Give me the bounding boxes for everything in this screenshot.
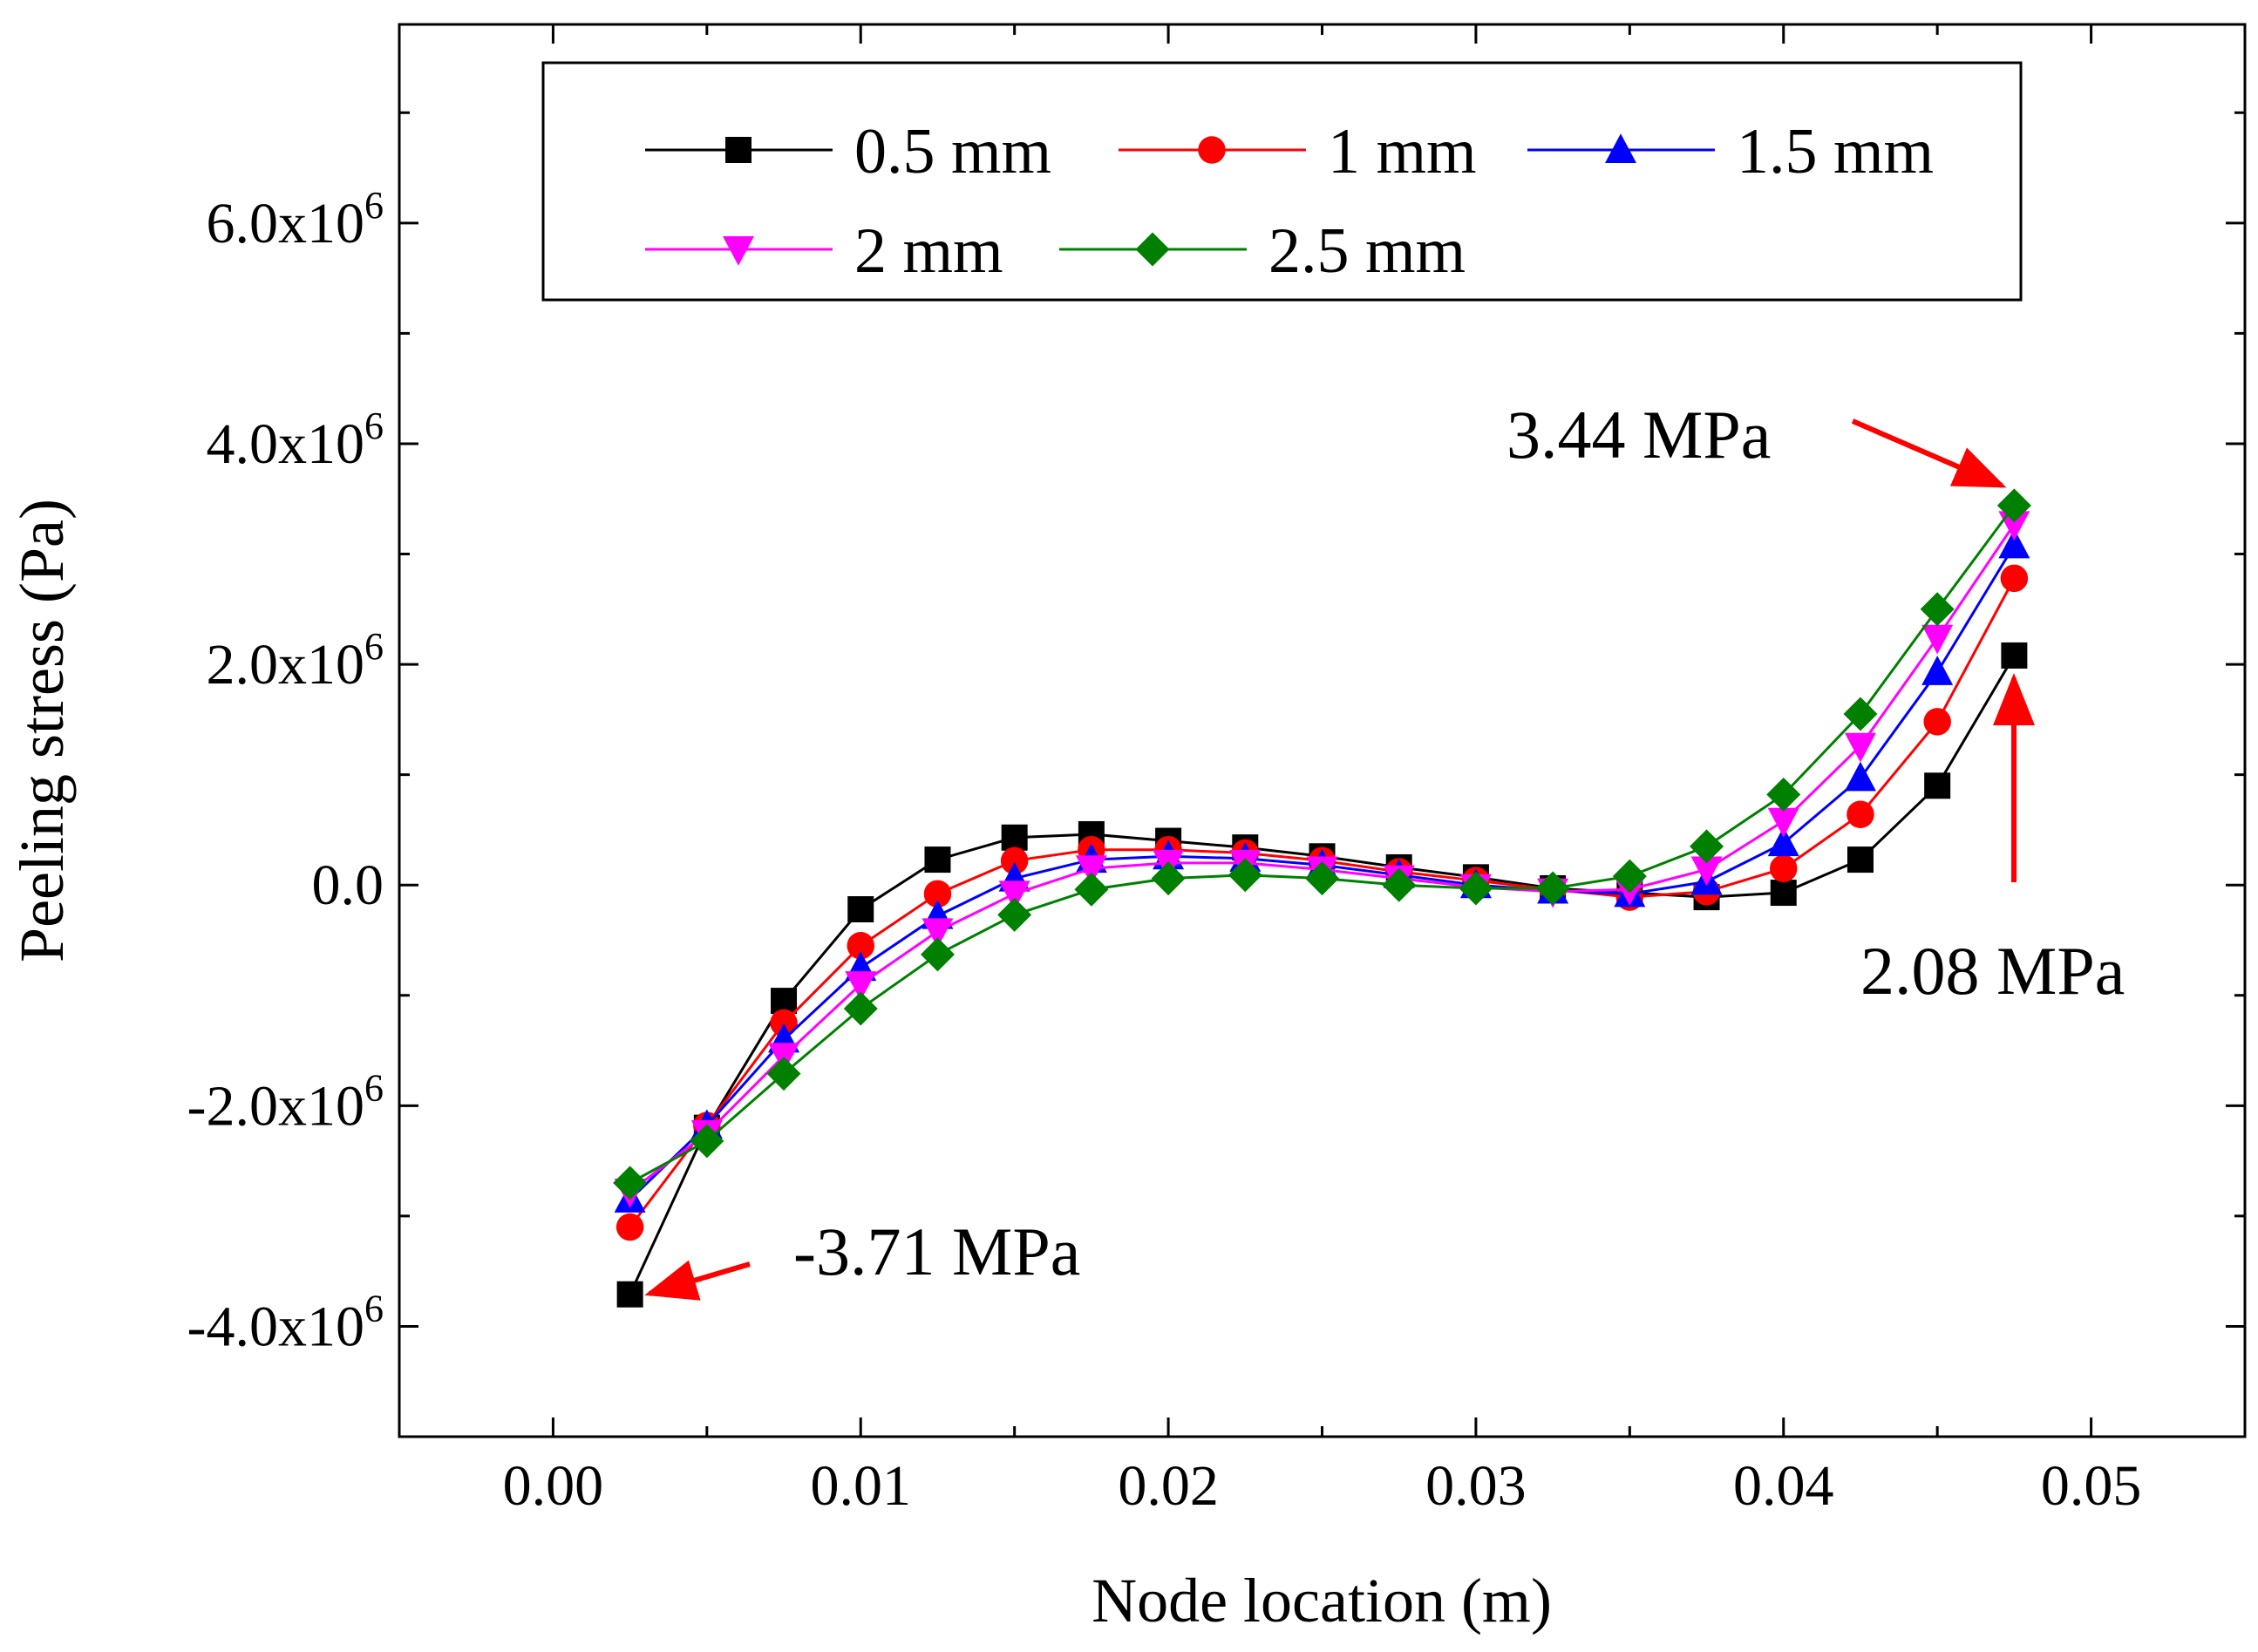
data-point bbox=[923, 880, 952, 908]
data-point bbox=[616, 1213, 644, 1241]
data-point bbox=[847, 896, 874, 923]
data-point bbox=[924, 846, 951, 874]
y-tick-label: 4.0x106 bbox=[207, 405, 384, 476]
data-point bbox=[843, 991, 878, 1026]
data-point bbox=[847, 932, 874, 960]
data-point bbox=[1001, 824, 1028, 851]
series-line bbox=[629, 577, 2016, 1228]
legend-label: 0.5 mm bbox=[854, 116, 1051, 187]
data-point bbox=[766, 1057, 801, 1091]
data-point bbox=[770, 1009, 798, 1037]
data-point bbox=[1844, 732, 1876, 763]
legend-swatch-marker bbox=[1198, 136, 1226, 164]
data-point bbox=[998, 880, 1030, 911]
y-tick-label: -2.0x106 bbox=[187, 1066, 384, 1138]
data-point bbox=[1998, 528, 2030, 559]
x-tick-label: 0.03 bbox=[1425, 1454, 1527, 1518]
y-tick-label: 6.0x106 bbox=[207, 184, 384, 255]
y-tick-label: 2.0x106 bbox=[207, 625, 384, 697]
data-point bbox=[1382, 867, 1417, 902]
data-point bbox=[1000, 846, 1029, 875]
data-point bbox=[1612, 859, 1647, 894]
data-point bbox=[613, 1166, 648, 1200]
data-point bbox=[1920, 592, 1955, 627]
annotation-label: 3.44 MPa bbox=[1506, 397, 1771, 472]
data-point bbox=[1690, 856, 1723, 887]
legend-swatch-marker bbox=[725, 137, 752, 163]
data-point bbox=[1228, 858, 1262, 893]
annotation: -3.71 MPa bbox=[644, 1214, 1080, 1301]
data-point bbox=[1075, 855, 1107, 885]
data-point bbox=[2000, 564, 2029, 593]
legend-swatch-marker bbox=[723, 236, 754, 266]
data-point bbox=[1844, 761, 1876, 792]
legend-entry: 0.5 mm bbox=[645, 116, 1051, 187]
data-point bbox=[1921, 656, 1954, 685]
y-tick-label: 0.0 bbox=[312, 853, 384, 917]
legend-entry: 1 mm bbox=[1119, 116, 1477, 187]
y-tick-label: -4.0x106 bbox=[187, 1287, 384, 1358]
data-point bbox=[1924, 772, 1951, 799]
data-point bbox=[616, 1281, 643, 1308]
legend-entry: 2.5 mm bbox=[1059, 215, 1466, 287]
data-point bbox=[1766, 777, 1801, 812]
legend-entry: 2 mm bbox=[645, 215, 1003, 287]
data-point bbox=[1535, 871, 1570, 906]
annotation-arrow bbox=[644, 1260, 751, 1301]
annotation-arrow bbox=[1851, 418, 2007, 488]
legend: 0.5 mm 1 mm 1.5 mm 2 mm 2.5 mm bbox=[541, 61, 2023, 302]
series-0p5-mm bbox=[616, 642, 2028, 1308]
data-point bbox=[1074, 872, 1109, 907]
annotation-label: 2.08 MPa bbox=[1860, 933, 2125, 1009]
x-tick-label: 0.00 bbox=[503, 1454, 604, 1518]
data-point bbox=[997, 897, 1032, 932]
data-point bbox=[1921, 624, 1954, 655]
annotation-label: -3.71 MPa bbox=[793, 1214, 1080, 1289]
data-point bbox=[1690, 829, 1724, 864]
annotations: 3.44 MPa 2.08 MPa -3.71 MPa bbox=[644, 397, 2125, 1301]
x-tick-label: 0.02 bbox=[1118, 1454, 1219, 1518]
data-point bbox=[1998, 511, 2030, 541]
legend-box bbox=[541, 61, 2023, 302]
data-point bbox=[1923, 708, 1951, 736]
legend-entry: 1.5 mm bbox=[1527, 116, 1934, 187]
data-point bbox=[1770, 854, 1798, 882]
x-axis-title: Node location (m) bbox=[1092, 1566, 1552, 1635]
data-point bbox=[1847, 800, 1874, 828]
legend-label: 2 mm bbox=[854, 215, 1003, 287]
data-point bbox=[1770, 880, 1797, 907]
legend-label: 1 mm bbox=[1328, 116, 1477, 187]
data-point bbox=[1459, 871, 1493, 906]
legend-swatch-marker bbox=[1605, 133, 1636, 163]
legend-label: 2.5 mm bbox=[1268, 215, 1466, 287]
legend-label: 1.5 mm bbox=[1737, 116, 1934, 187]
y-axis: -4.0x106 -2.0x106 0.0 2.0x106 4.0x106 6.0x106 bbox=[187, 111, 2245, 1438]
data-point bbox=[922, 918, 954, 948]
data-point bbox=[1767, 826, 1799, 857]
data-point bbox=[1767, 807, 1799, 838]
legend-swatch-marker bbox=[1135, 232, 1170, 267]
series-line bbox=[629, 655, 2016, 1295]
data-point bbox=[1847, 846, 1874, 874]
series-2p5-mm bbox=[613, 488, 2031, 1200]
y-axis-title: Peeling stress (Pa) bbox=[7, 499, 77, 962]
data-point bbox=[1996, 488, 2031, 523]
annotation: 3.44 MPa bbox=[1506, 397, 2007, 488]
series-1-mm bbox=[616, 564, 2029, 1241]
data-point bbox=[920, 937, 955, 972]
data-point bbox=[845, 971, 877, 1001]
series-2-mm bbox=[614, 511, 2030, 1208]
series-layer bbox=[613, 488, 2031, 1308]
data-point bbox=[1305, 861, 1339, 896]
x-tick-label: 0.05 bbox=[2041, 1454, 2142, 1518]
data-point bbox=[690, 1124, 724, 1159]
data-point bbox=[1151, 861, 1186, 896]
x-tick-label: 0.04 bbox=[1733, 1454, 1834, 1518]
data-point bbox=[1843, 697, 1878, 731]
x-tick-label: 0.01 bbox=[811, 1454, 912, 1518]
data-point bbox=[2001, 642, 2028, 669]
annotation: 2.08 MPa bbox=[1860, 673, 2125, 1009]
x-axis: 0.00 0.01 0.02 0.03 0.04 0.05 bbox=[398, 24, 2247, 1518]
